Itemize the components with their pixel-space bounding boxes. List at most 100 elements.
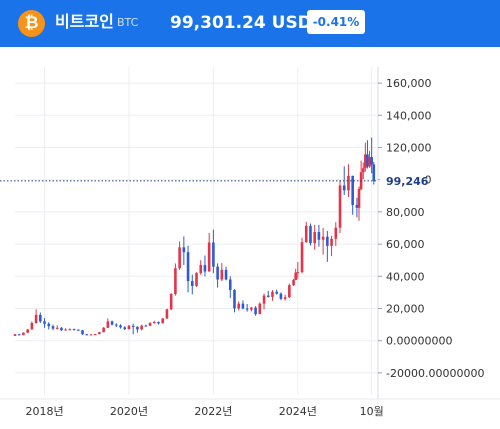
candle-body bbox=[254, 307, 257, 315]
y-tick-label: 160,000 bbox=[386, 77, 432, 90]
candle-body bbox=[26, 329, 29, 333]
candle-body bbox=[368, 157, 371, 167]
y-tick-label: 80,000 bbox=[386, 206, 425, 219]
candle-body bbox=[262, 295, 266, 304]
candle-body bbox=[292, 280, 295, 286]
candle-body bbox=[165, 309, 169, 319]
candle-body bbox=[241, 303, 245, 309]
candle-body bbox=[60, 327, 63, 331]
price-change-badge: -0.41% bbox=[307, 10, 365, 34]
y-tick-label: 0.00000000 bbox=[386, 335, 452, 348]
candle-body bbox=[39, 314, 42, 322]
x-tick-label: 2024년 bbox=[279, 405, 317, 418]
candlestick-chart[interactable]: 160,000140,000120,000100,00080,00060,000… bbox=[0, 47, 500, 425]
x-tick-label: 2022년 bbox=[194, 405, 232, 418]
candle-body bbox=[258, 303, 262, 315]
candle-body bbox=[271, 291, 274, 297]
candle-body bbox=[330, 238, 333, 246]
candle-body bbox=[136, 326, 139, 330]
candle-body bbox=[338, 185, 342, 228]
candle-body bbox=[102, 327, 105, 333]
candle-body bbox=[72, 329, 76, 331]
candle-body bbox=[334, 227, 338, 239]
candle-body bbox=[361, 168, 365, 173]
candle-body bbox=[296, 272, 300, 274]
candle-body bbox=[366, 154, 369, 167]
candle-body bbox=[216, 266, 219, 280]
y-tick-label: 140,000 bbox=[386, 109, 432, 122]
x-tick-label: 2018년 bbox=[25, 405, 63, 418]
candle-body bbox=[300, 242, 304, 273]
candle-body bbox=[110, 321, 114, 325]
candle-body bbox=[237, 303, 241, 309]
candle-body bbox=[275, 291, 278, 294]
coin-header: ₿ 비트코인 BTC 99,301.24 USDT -0.41% bbox=[0, 0, 500, 47]
y-tick-label: 40,000 bbox=[386, 270, 425, 283]
coin-name: 비트코인 bbox=[55, 12, 114, 31]
candle-body bbox=[364, 154, 367, 169]
candle-body bbox=[64, 329, 67, 331]
candle-body bbox=[245, 308, 249, 310]
candle-body bbox=[89, 334, 93, 336]
candle-body bbox=[34, 314, 38, 323]
candle-body bbox=[233, 289, 236, 309]
candle-body bbox=[157, 322, 160, 324]
candle-body bbox=[123, 327, 127, 330]
candle-body bbox=[199, 265, 203, 274]
y-tick-label: -20000.00000000 bbox=[386, 367, 484, 380]
candle-body bbox=[115, 324, 118, 326]
candle-body bbox=[47, 323, 51, 327]
candle-body bbox=[106, 321, 110, 328]
candle-body bbox=[313, 232, 316, 244]
candle-body bbox=[207, 242, 211, 272]
candle-body bbox=[22, 332, 25, 336]
candle-body bbox=[68, 329, 72, 331]
candle-body bbox=[355, 204, 359, 208]
candle-body bbox=[203, 265, 207, 272]
candle-body bbox=[228, 279, 232, 290]
candle-body bbox=[178, 247, 181, 269]
candle-body bbox=[144, 325, 148, 327]
y-tick-label: 20,000 bbox=[386, 303, 425, 316]
x-tick-label: 10월 bbox=[360, 405, 384, 418]
candle-body bbox=[342, 185, 346, 191]
candle-body bbox=[127, 325, 131, 330]
candle-body bbox=[283, 297, 287, 299]
candle-body bbox=[13, 334, 17, 336]
candle-body bbox=[372, 164, 376, 181]
candle-body bbox=[326, 236, 329, 246]
candle-body bbox=[152, 322, 156, 324]
coin-symbol: BTC bbox=[117, 16, 139, 29]
candle-body bbox=[131, 325, 135, 327]
candle-body bbox=[317, 232, 321, 240]
candle-body bbox=[30, 322, 34, 330]
candle-body bbox=[93, 334, 97, 336]
candle-body bbox=[174, 268, 177, 295]
candle-body bbox=[119, 325, 122, 328]
candle-body bbox=[98, 332, 101, 335]
candle-body bbox=[195, 273, 198, 286]
candle-body bbox=[220, 269, 224, 280]
current-price: 99,301.24 USDT bbox=[170, 13, 324, 33]
candle-body bbox=[55, 327, 59, 329]
candle-body bbox=[148, 322, 152, 326]
candle-body bbox=[351, 175, 354, 205]
price-chart[interactable]: 160,000140,000120,000100,00080,00060,000… bbox=[0, 47, 500, 425]
candle-body bbox=[17, 334, 21, 336]
candle-body bbox=[190, 281, 194, 286]
candle-body bbox=[294, 272, 297, 281]
candle-body bbox=[309, 225, 312, 244]
candle-body bbox=[279, 293, 283, 299]
bitcoin-icon: ₿ bbox=[18, 10, 45, 37]
candle-body bbox=[321, 236, 325, 240]
y-tick-label: 60,000 bbox=[386, 238, 425, 251]
candle-body bbox=[224, 269, 228, 280]
candle-body bbox=[169, 294, 173, 310]
candle-body bbox=[347, 175, 350, 191]
y-tick-label: 120,000 bbox=[386, 142, 432, 155]
candle-body bbox=[357, 189, 361, 208]
current-price-label: 99,246 bbox=[386, 175, 429, 188]
candle-body bbox=[186, 252, 190, 282]
candle-body bbox=[288, 285, 291, 298]
candle-body bbox=[266, 295, 270, 297]
